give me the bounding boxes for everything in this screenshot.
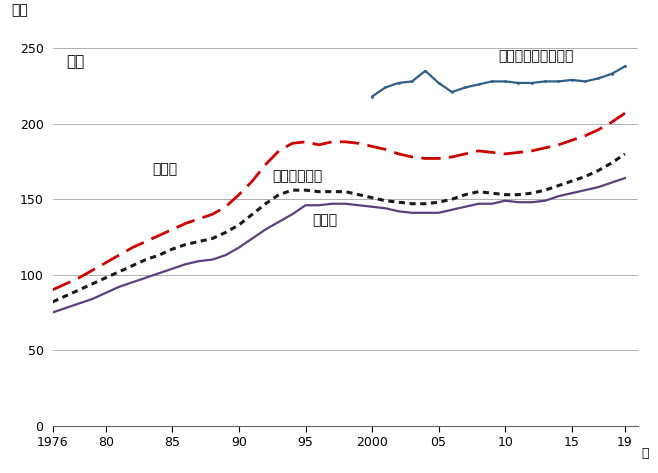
Text: 大学卒: 大学卒 bbox=[153, 162, 178, 176]
Text: 高専・短大卒: 高専・短大卒 bbox=[272, 169, 322, 184]
Text: 高校卒: 高校卒 bbox=[312, 213, 338, 228]
Text: 女性: 女性 bbox=[66, 54, 84, 70]
Text: 年: 年 bbox=[641, 447, 649, 460]
Text: 大学院修士課程修了: 大学院修士課程修了 bbox=[499, 49, 574, 63]
Text: 千円: 千円 bbox=[12, 3, 28, 18]
